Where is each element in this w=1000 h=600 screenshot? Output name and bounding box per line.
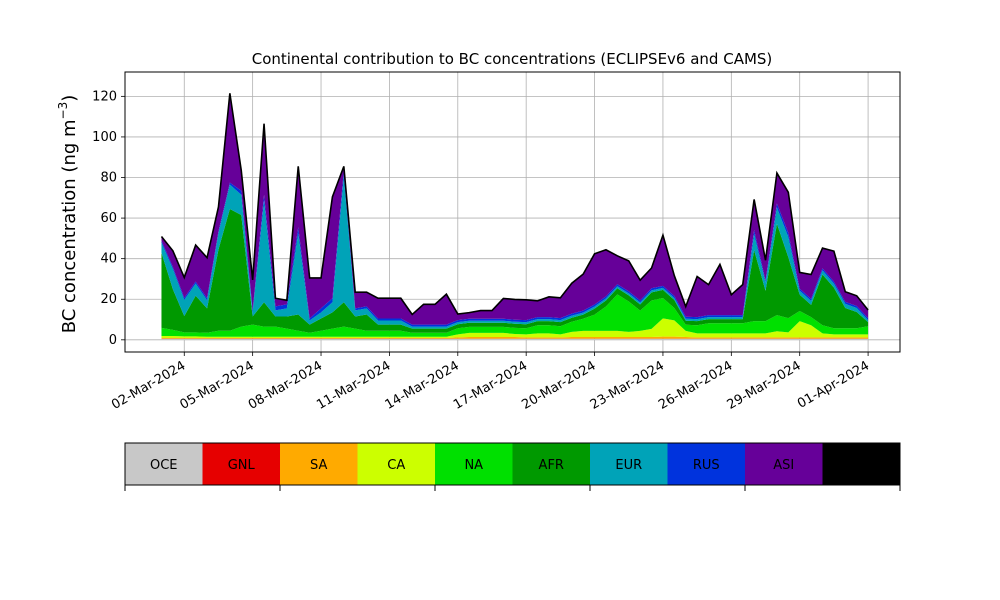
y-tick-label: 0: [109, 333, 117, 348]
legend-swatch-eur: [590, 443, 668, 485]
legend-swatch-oce: [125, 443, 203, 485]
y-tick-label: 40: [100, 252, 117, 267]
legend-label-ca: CA: [387, 458, 405, 473]
x-tick-label: 01-Apr-2024: [795, 358, 872, 411]
area-series-asi: [161, 93, 869, 325]
y-axis-label-unit-exponent: −3: [56, 102, 70, 120]
y-tick-label: 60: [100, 211, 117, 226]
x-tick-label: 05-Mar-2024: [178, 358, 257, 412]
y-tick-label: 80: [100, 171, 117, 186]
area-series-eur: [161, 176, 869, 329]
x-tick-label: 29-Mar-2024: [725, 358, 804, 412]
legend-swatch-ca: [357, 443, 435, 485]
legend-frame: [124, 442, 901, 486]
chart-title: Continental contribution to BC concentra…: [252, 50, 773, 68]
total-concentration-line: [160, 93, 869, 316]
area-series-sa: [161, 336, 869, 339]
x-tick-label: 14-Mar-2024: [383, 358, 462, 412]
x-tick-label: 23-Mar-2024: [588, 358, 667, 412]
legend-label-gnl: GNL: [228, 458, 256, 473]
area-series-rus: [161, 170, 869, 327]
y-tick-label: 20: [100, 292, 117, 307]
y-axis-label-text: BC concentration (ng m: [59, 119, 80, 333]
legend-swatch-asi: [745, 443, 823, 485]
y-tick-label: 100: [92, 130, 117, 145]
area-series-afr: [161, 208, 869, 333]
area-series-oce: [161, 338, 869, 340]
plot-area: 0 20 40 60 80 100 120 02-Mar-202405-Mar-202408-…: [92, 71, 901, 413]
legend-label-eur: EUR: [615, 458, 642, 473]
y-axis-label-close: ): [59, 95, 80, 102]
legend-label-asi: ASI: [773, 458, 794, 473]
legend-colorbar: OCE GNL SA CA NA AFR EUR RUS ASI AUS: [124, 442, 901, 491]
x-tick-label: 17-Mar-2024: [451, 358, 530, 412]
x-tick-label: 08-Mar-2024: [246, 358, 325, 412]
legend-swatch-afr: [512, 443, 590, 485]
legend-swatch-na: [435, 443, 513, 485]
legend-label-aus: AUS: [848, 458, 875, 473]
legend-swatch-aus: [822, 443, 900, 485]
legend-label-oce: OCE: [150, 458, 178, 473]
legend-label-sa: SA: [310, 458, 327, 473]
y-tick-label: 120: [92, 89, 117, 104]
legend-swatch-sa: [280, 443, 358, 485]
area-series-ca: [161, 318, 869, 338]
legend-swatch-rus: [667, 443, 745, 485]
x-tick-label: 02-Mar-2024: [109, 358, 188, 412]
x-tick-label: 26-Mar-2024: [656, 358, 735, 412]
legend-label-na: NA: [464, 458, 483, 473]
axes-frame: [124, 71, 901, 353]
area-series-na: [161, 294, 869, 337]
legend-label-afr: AFR: [539, 458, 564, 473]
y-axis-label: BC concentration (ng m−3): [56, 95, 80, 334]
legend-swatch-gnl: [202, 443, 280, 485]
legend-label-rus: RUS: [693, 458, 720, 473]
x-tick-label: 20-Mar-2024: [519, 358, 598, 412]
x-tick-label: 11-Mar-2024: [314, 358, 393, 412]
